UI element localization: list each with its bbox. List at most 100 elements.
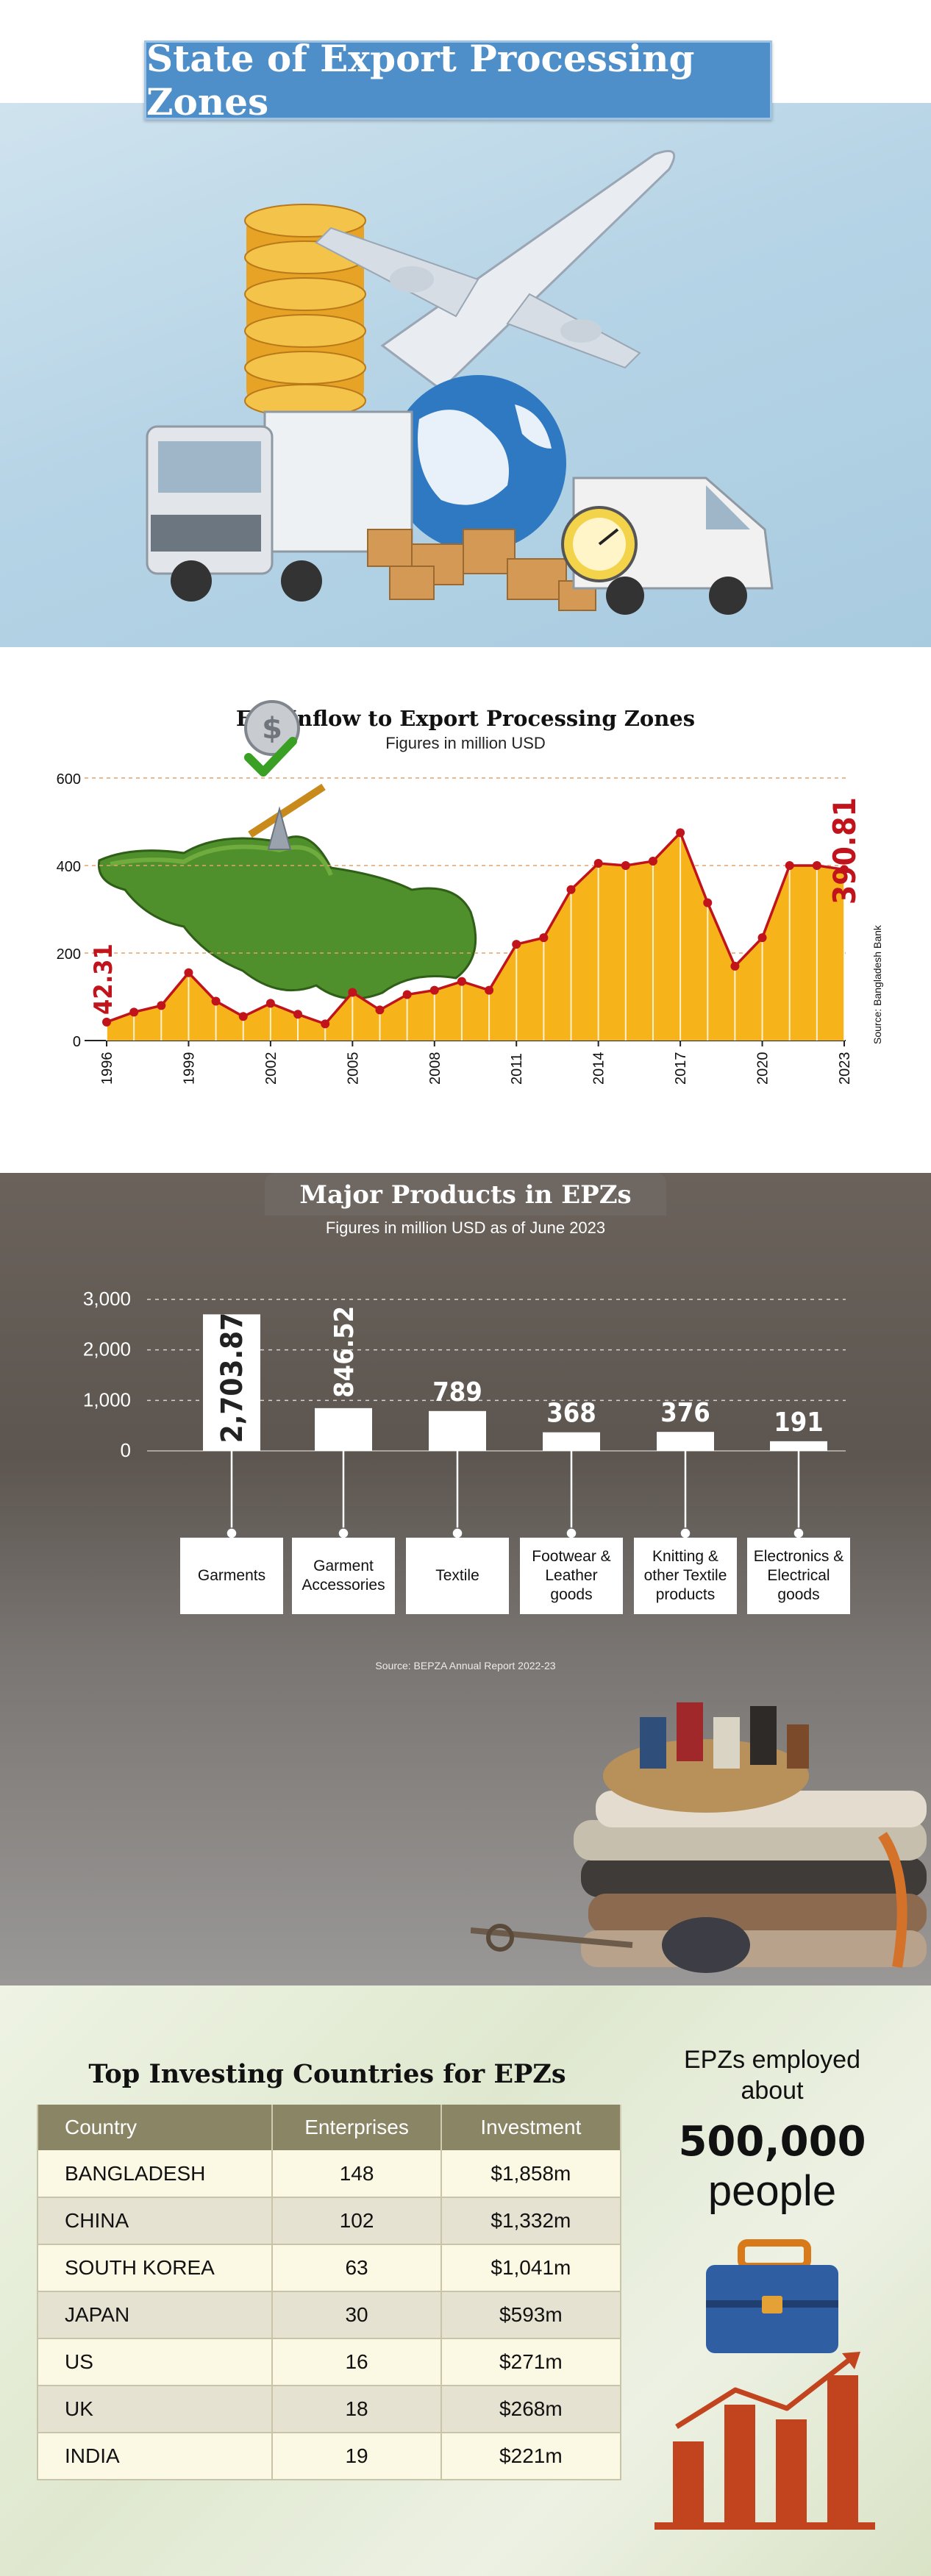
gauge-icon (561, 506, 638, 582)
table-cell-enterprises: 16 (272, 2338, 442, 2386)
table-row: UK 18 $268m (36, 2386, 622, 2433)
employment-number: 500,000 (678, 2118, 866, 2166)
briefcase-icon (706, 2239, 838, 2353)
employment-graphic (654, 2239, 875, 2530)
table-cell-enterprises: 148 (272, 2150, 442, 2198)
fdi-data-point (757, 933, 767, 943)
table-cell-enterprises: 30 (272, 2291, 442, 2339)
fdi-x-tick-label: 2008 (427, 1052, 443, 1085)
products-category-label: Garment Accessories (292, 1538, 395, 1614)
fdi-data-point (703, 898, 713, 907)
fdi-data-point (321, 1019, 330, 1029)
fdi-data-point (238, 1012, 248, 1021)
fdi-chart-title: FDI Inflow to Export Processing Zones (235, 706, 696, 731)
employment-line2: about (741, 2077, 804, 2105)
products-connector-dot (226, 1527, 238, 1539)
products-chart: 0 1,000 2,000 3,000 2,703.87 846.52 789 368 376… (83, 1288, 846, 1539)
table-row: INDIA 19 $221m (36, 2433, 622, 2480)
fdi-data-point (265, 999, 275, 1008)
products-y-tick-label: 2,000 (83, 1338, 131, 1360)
growth-bars-icon (654, 2375, 875, 2530)
table-cell-country: SOUTH KOREA (36, 2244, 274, 2292)
fdi-data-point (676, 828, 685, 838)
table-row: BANGLADESH 148 $1,858m (36, 2150, 622, 2198)
globe-icon (390, 375, 566, 552)
fdi-data-point (293, 1010, 303, 1019)
fdi-area-fill (107, 832, 844, 1041)
table-row: US 16 $271m (36, 2338, 622, 2386)
fdi-area-series (102, 828, 849, 1041)
fdi-data-point (129, 1007, 139, 1017)
fdi-x-tick-label: 1996 (99, 1052, 115, 1085)
page-title: State of Export Processing Zones (146, 37, 695, 124)
products-bar (203, 1314, 260, 1451)
products-connector-dot (452, 1527, 463, 1539)
tape-measure-icon (878, 1832, 907, 1969)
table-cell-country: BANGLADESH (36, 2150, 274, 2198)
checkmark-icon (244, 737, 297, 777)
fdi-data-point (785, 861, 794, 870)
fdi-data-point (184, 968, 193, 977)
growth-arrow-icon (675, 2352, 860, 2429)
svg-text:$: $ (262, 712, 282, 746)
fdi-data-point (648, 857, 657, 866)
fdi-section: FDI Inflow to Export Processing Zones Fi… (0, 647, 931, 1173)
hero-svg (146, 150, 774, 615)
fdi-x-tick-label: 2023 (837, 1052, 853, 1085)
products-bar (543, 1432, 600, 1451)
fdi-x-ticks: 1996 1999 2002 2005 2008 2011 2014 2017 2020 2023 (99, 1041, 853, 1085)
employment-caption: EPZs employed about (662, 2044, 882, 2106)
column-header-country: Country (36, 2105, 274, 2150)
truck-icon (146, 410, 413, 602)
products-y-tick-label: 0 (121, 1439, 131, 1461)
table-cell-country: INDIA (36, 2433, 274, 2480)
fdi-data-point (485, 985, 494, 995)
products-bar (770, 1441, 827, 1451)
fdi-y-ticks: 0 200 400 600 (57, 771, 81, 1050)
products-connector-dot (566, 1527, 577, 1539)
products-category-label: Garments (180, 1538, 283, 1614)
employment-unit: people (707, 2167, 837, 2215)
products-connector-dot (338, 1527, 349, 1539)
products-bar-value-label: 368 (546, 1399, 596, 1429)
table-cell-investment: $1,332m (440, 2197, 622, 2245)
table-row: JAPAN 30 $593m (36, 2291, 622, 2339)
table-cell-investment: $593m (440, 2291, 622, 2339)
fdi-x-tick-label: 2005 (345, 1052, 361, 1085)
products-y-ticks: 0 1,000 2,000 3,000 (83, 1288, 131, 1461)
investors-section: Top Investing Countries for EPZs Country… (0, 1985, 931, 2576)
employment-line1: EPZs employed (684, 2046, 860, 2074)
products-connectors (226, 1451, 805, 1539)
fdi-data-point (348, 988, 357, 997)
fdi-source: Source: Bangladesh Bank (871, 924, 883, 1044)
products-chart-subtitle: Figures in million USD as of June 2023 (325, 1219, 606, 1237)
fdi-y-tick-label: 200 (57, 946, 81, 963)
header-section: State of Export Processing Zones (0, 0, 931, 647)
products-connector-dot (793, 1527, 805, 1539)
investors-table: Country Enterprises Investment BANGLADES… (36, 2105, 622, 2480)
products-bar (657, 1432, 714, 1451)
products-connector-dot (679, 1527, 691, 1539)
products-category-label: Knitting & other Textile products (634, 1538, 737, 1614)
fdi-data-point (593, 859, 603, 868)
cargo-boxes-icon (367, 529, 596, 611)
table-header-row: Country Enterprises Investment (36, 2105, 622, 2150)
fdi-data-point (157, 1001, 166, 1010)
products-bar (315, 1407, 372, 1451)
table-cell-country: UK (36, 2386, 274, 2433)
hero-illustration (0, 103, 931, 647)
products-title-tab (265, 1173, 666, 1216)
fdi-y-tick-label: 600 (57, 771, 81, 788)
products-bar-value-label: 191 (774, 1407, 824, 1438)
products-bar-value-label: 789 (432, 1377, 482, 1407)
fdi-x-tick-label: 2020 (755, 1052, 771, 1085)
table-cell-investment: $1,041m (440, 2244, 622, 2292)
table-cell-enterprises: 63 (272, 2244, 442, 2292)
fdi-data-point (429, 985, 439, 995)
table-cell-country: JAPAN (36, 2291, 274, 2339)
pincushion-icon (662, 1917, 750, 1973)
products-bar (429, 1410, 486, 1451)
fdi-last-value-label: 390.81 (827, 797, 863, 905)
column-header-investment: Investment (440, 2105, 622, 2150)
fdi-chart-subtitle: Figures in million USD (385, 734, 546, 752)
